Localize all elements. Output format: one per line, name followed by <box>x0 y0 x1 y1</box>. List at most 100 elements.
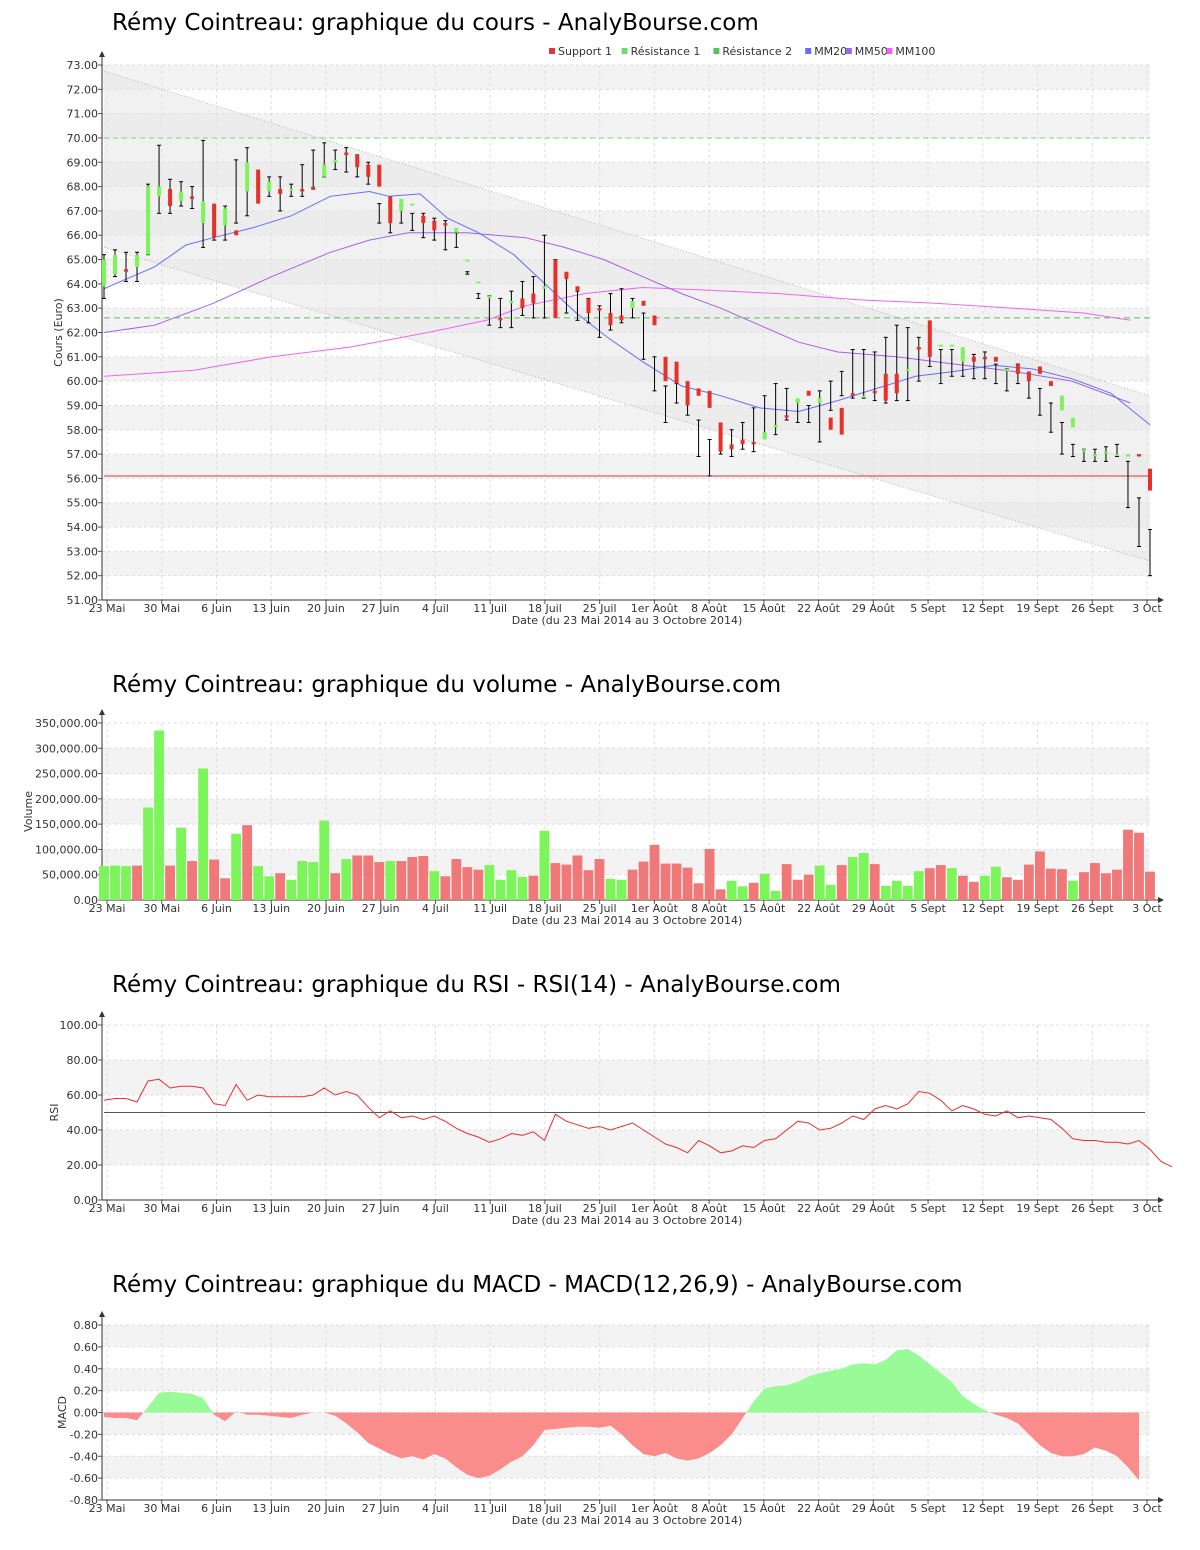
y-tick-label: 52.00 <box>67 570 99 583</box>
macd-chart-title: Rémy Cointreau: graphique du MACD - MACD… <box>112 1272 963 1298</box>
macd-area-positive <box>143 1391 213 1413</box>
candle-body <box>509 300 514 304</box>
volume-bar <box>803 874 814 900</box>
candle-body <box>377 164 382 187</box>
volume-bar <box>550 863 561 900</box>
x-tick-label: 11 Juil <box>473 902 507 915</box>
volume-bar <box>517 876 528 900</box>
macd-area-negative <box>104 1412 144 1421</box>
volume-bar <box>286 879 297 900</box>
y-axis-arrow <box>99 51 105 57</box>
candle-body <box>333 159 338 163</box>
y-tick-label: 150,000.00 <box>35 818 98 831</box>
y-tick-label: 0.80 <box>74 1319 99 1332</box>
candle-body <box>784 415 789 418</box>
volume-bar <box>264 876 275 900</box>
volume-chart-title: Rémy Cointreau: graphique du volume - An… <box>112 672 782 698</box>
x-tick-label: 30 Mai <box>143 602 180 615</box>
volume-bar <box>341 859 352 900</box>
volume-bar <box>935 865 946 900</box>
volume-bar <box>451 859 462 900</box>
y-tick-label: 100,000.00 <box>35 843 98 856</box>
candle-body <box>641 300 646 306</box>
y-tick-label: 40.00 <box>67 1124 99 1137</box>
candle-body <box>1059 395 1064 411</box>
volume-bar <box>187 861 197 900</box>
volume-bar <box>726 880 737 900</box>
x-tick-label: 15 Août <box>742 602 786 615</box>
x-tick-label: 22 Août <box>797 1202 841 1215</box>
candle-body <box>190 196 195 199</box>
y-tick-label: 54.00 <box>67 521 99 534</box>
x-tick-label: 23 Mai <box>89 602 126 615</box>
volume-bar <box>495 879 506 900</box>
candle-body <box>179 191 184 202</box>
x-tick-label: 29 Août <box>852 1502 896 1515</box>
x-tick-label: 5 Sept <box>910 602 946 615</box>
volume-bar <box>814 865 825 900</box>
y-tick-label: -0.60 <box>70 1472 98 1485</box>
x-tick-label: 19 Sept <box>1016 902 1059 915</box>
x-tick-label: 6 Juin <box>201 902 232 915</box>
x-tick-label: 12 Sept <box>962 902 1005 915</box>
volume-bar <box>682 867 693 900</box>
legend-swatch <box>886 48 893 54</box>
volume-bar <box>583 870 594 900</box>
y-tick-label: -0.40 <box>70 1450 98 1463</box>
y-tick-label: 56.00 <box>67 472 99 485</box>
x-tick-label: 4 Juil <box>422 1202 449 1215</box>
x-tick-label: 29 Août <box>852 902 896 915</box>
candle-body <box>542 286 547 289</box>
legend-label: Support 1 <box>558 45 612 58</box>
x-tick-label: 18 Juil <box>528 1202 562 1215</box>
candle-body <box>806 390 811 396</box>
candle-body <box>443 223 448 226</box>
volume-bar <box>572 855 583 900</box>
volume-bar <box>627 869 638 900</box>
candle-body <box>1026 371 1031 382</box>
candle-body <box>311 186 316 190</box>
volume-bar <box>737 886 748 900</box>
candle-body <box>366 164 371 177</box>
x-tick-label: 13 Juin <box>252 1202 290 1215</box>
candle-body <box>707 390 712 408</box>
mm100-line <box>103 286 1131 377</box>
x-tick-label: 27 Juin <box>362 1502 400 1515</box>
x-tick-label: 6 Juin <box>201 1502 232 1515</box>
volume-bar <box>693 883 704 900</box>
x-tick-label: 6 Juin <box>201 602 232 615</box>
legend-label: Résistance 1 <box>631 45 701 58</box>
legend-label: Résistance 2 <box>722 45 792 58</box>
candle-body <box>751 441 756 445</box>
volume-bar <box>385 861 396 900</box>
candle-body <box>267 181 272 192</box>
volume-bar <box>319 820 330 900</box>
x-tick-label: 30 Mai <box>143 1502 180 1515</box>
macd-chart: -0.80 -0.60 -0.40 -0.20 0.00 0.20 0.40 0.60 0.80… <box>56 1311 1164 1527</box>
candle-body <box>740 439 745 445</box>
x-axis-title: Date (du 23 Mai 2014 au 3 Octobre 2014) <box>512 1214 743 1227</box>
mm50-line <box>103 232 1131 404</box>
candle-body <box>795 398 800 404</box>
candle-body <box>157 186 162 197</box>
y-tick-label: -0.80 <box>70 1494 98 1507</box>
volume-bar <box>1068 880 1078 900</box>
volume-bar <box>154 730 164 900</box>
volume-bar <box>924 868 935 900</box>
candle-body <box>487 296 492 299</box>
y-tick-label: 58.00 <box>67 424 99 437</box>
candle-body <box>245 162 250 192</box>
rsi-chart: 0.00 20.00 40.00 60.00 80.00 100.00 23 Mai 30 M… <box>48 1011 1173 1227</box>
rsi-panel: Rémy Cointreau: graphique du RSI - RSI(1… <box>0 960 1200 1240</box>
x-tick-label: 20 Juin <box>307 902 345 915</box>
legend-label: MM100 <box>895 45 935 58</box>
volume-bar <box>869 864 880 900</box>
volume-bar <box>561 864 572 900</box>
volume-bar <box>297 861 308 900</box>
y-tick-label: 50,000.00 <box>42 869 98 882</box>
x-tick-label: 3 Oct <box>1132 902 1162 915</box>
candle-body <box>1114 454 1119 457</box>
x-axis-title: Date (du 23 Mai 2014 au 3 Octobre 2014) <box>512 914 743 927</box>
candle-body <box>278 189 283 194</box>
x-tick-label: 22 Août <box>797 902 841 915</box>
